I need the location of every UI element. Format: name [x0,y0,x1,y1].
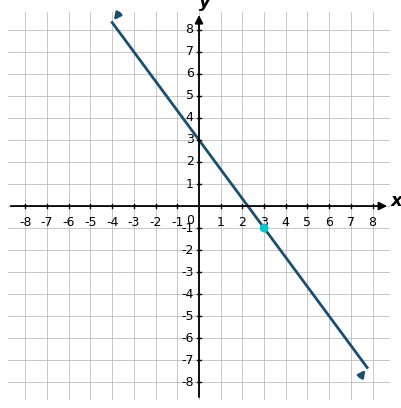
Text: -5: -5 [84,216,97,229]
Text: 1: 1 [216,216,224,229]
Text: 0: 0 [186,215,194,227]
Text: 2: 2 [238,216,246,229]
Text: 5: 5 [185,89,193,102]
Text: 4: 4 [281,216,289,229]
Text: -3: -3 [181,266,193,279]
Text: -4: -4 [106,216,118,229]
Text: -4: -4 [181,288,193,301]
Text: -2: -2 [149,216,161,229]
Text: x: x [390,191,401,210]
Point [260,225,267,231]
Text: 8: 8 [368,216,376,229]
Text: 8: 8 [185,23,193,36]
Text: 6: 6 [324,216,332,229]
Text: 1: 1 [185,177,193,191]
Text: -7: -7 [180,354,193,367]
Text: -6: -6 [181,332,193,345]
Text: 3: 3 [259,216,267,229]
Text: 6: 6 [185,67,193,80]
Text: -8: -8 [180,376,193,389]
Text: -7: -7 [41,216,53,229]
Text: -5: -5 [180,310,193,323]
Text: 5: 5 [303,216,311,229]
Text: -8: -8 [19,216,32,229]
Text: 3: 3 [185,133,193,146]
Text: -1: -1 [181,222,193,235]
Text: y: y [198,0,210,11]
Text: -1: -1 [171,216,183,229]
Text: -2: -2 [181,244,193,257]
Text: 7: 7 [346,216,354,229]
Text: 7: 7 [185,45,193,58]
Text: -3: -3 [128,216,140,229]
Text: 4: 4 [185,111,193,124]
Text: 2: 2 [185,155,193,169]
Text: -6: -6 [63,216,75,229]
